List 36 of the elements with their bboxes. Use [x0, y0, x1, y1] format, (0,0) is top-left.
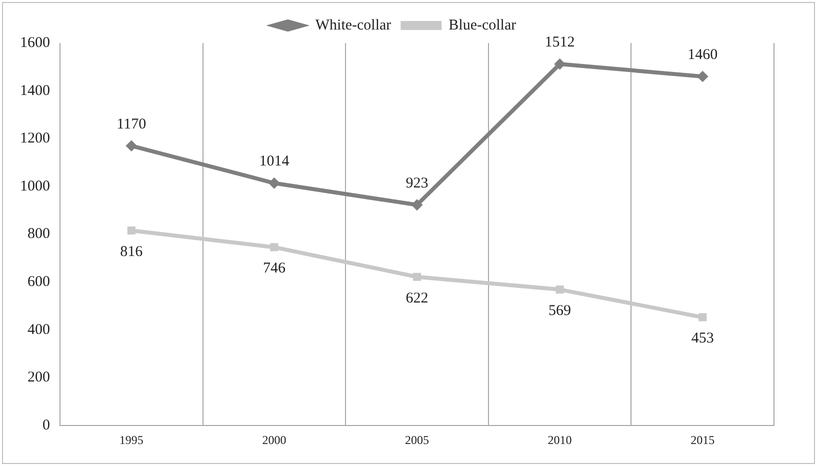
y-tick-label: 200 [28, 370, 50, 386]
y-tick-label: 1200 [20, 130, 50, 147]
point [698, 313, 707, 322]
data-label: 1170 [116, 116, 146, 132]
y-tick-label: 0 [42, 418, 50, 434]
data-label: 1512 [544, 34, 575, 50]
point [127, 226, 136, 235]
data-label: 453 [691, 330, 714, 347]
point [697, 70, 708, 82]
x-tick-label: 1995 [119, 432, 144, 447]
x-tick-label: 2010 [548, 432, 572, 447]
data-label: 923 [406, 175, 428, 192]
x-tick-label: 2005 [405, 432, 429, 447]
y-tick-label: 1000 [20, 178, 50, 194]
y-tick-label: 1600 [20, 34, 50, 51]
y-tick-label: 400 [28, 322, 50, 338]
point [554, 58, 566, 70]
point [268, 178, 280, 189]
data-label: 569 [548, 302, 572, 319]
data-label: 746 [262, 260, 286, 277]
data-label: 1460 [688, 46, 718, 63]
data-label: 622 [406, 290, 428, 306]
data-label: 1014 [259, 154, 290, 170]
point [556, 286, 564, 294]
point [412, 272, 422, 281]
legend-label: Blue-collar [448, 17, 516, 34]
y-tick-label: 800 [28, 226, 50, 242]
x-tick-label: 2015 [690, 432, 715, 447]
point [412, 199, 422, 210]
point [270, 243, 278, 252]
y-tick-label: 600 [28, 274, 50, 290]
x-tick-label: 2000 [262, 432, 286, 447]
y-tick-label: 1400 [20, 82, 50, 99]
legend-label: White-collar [315, 17, 392, 34]
data-label: 816 [120, 244, 144, 260]
point [126, 140, 137, 152]
